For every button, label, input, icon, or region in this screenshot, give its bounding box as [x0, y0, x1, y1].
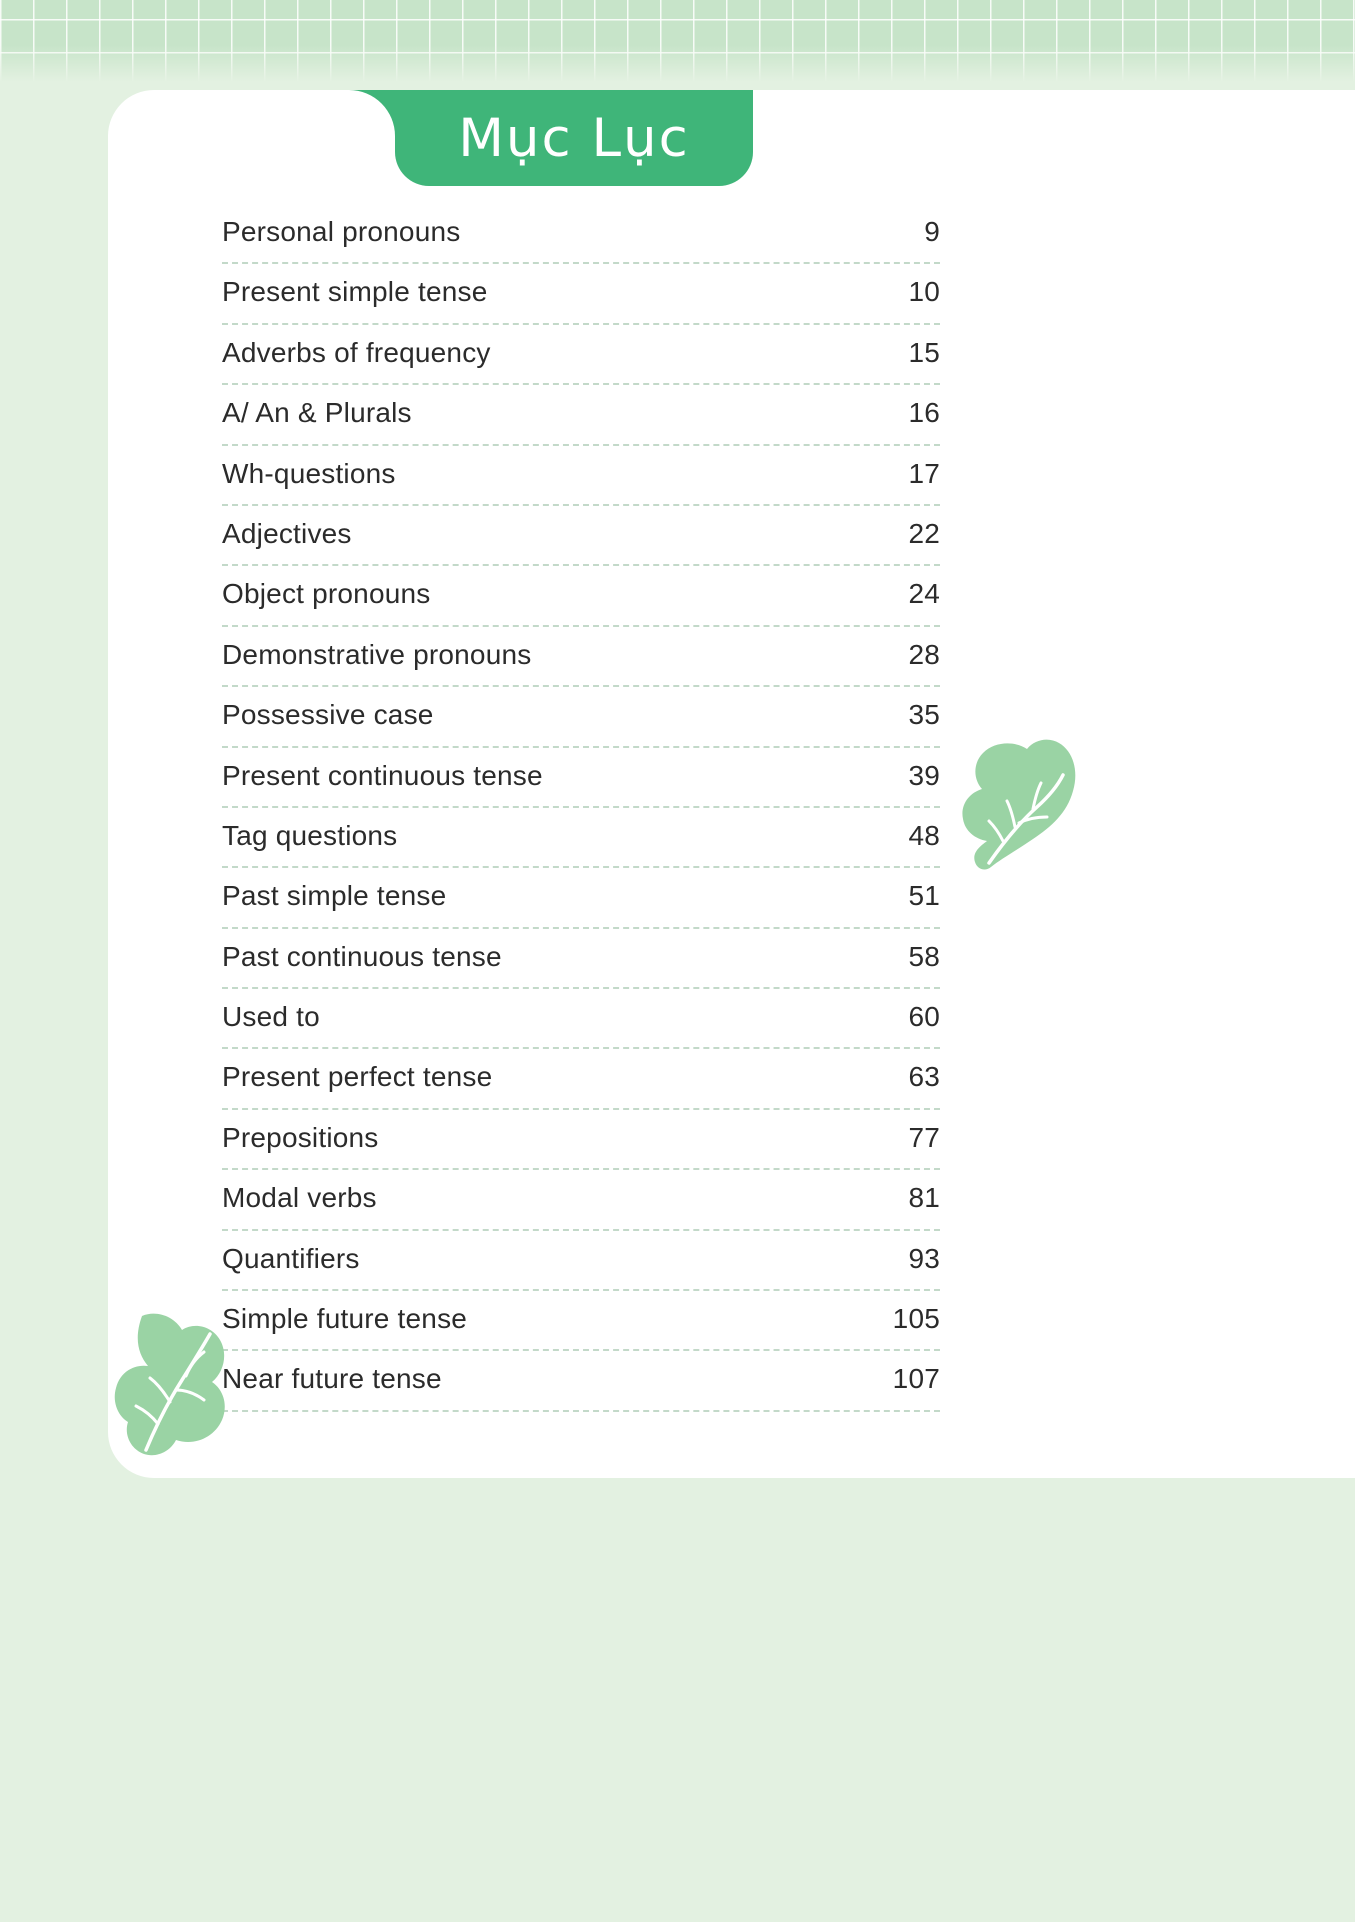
leaf-icon — [114, 1313, 225, 1456]
toc-row[interactable]: Simple future tense 105 — [222, 1291, 940, 1352]
toc-entry-label: Object pronouns — [222, 578, 431, 610]
toc-row[interactable]: Quantifiers 93 — [222, 1231, 940, 1292]
toc-entry-page-number: 105 — [892, 1303, 940, 1335]
toc-entry-label: Simple future tense — [222, 1303, 468, 1335]
grid-pattern-fade — [0, 0, 1355, 82]
toc-row[interactable]: Present continuous tense 39 — [222, 748, 940, 808]
toc-entry-page-number: 16 — [908, 397, 940, 429]
toc-row[interactable]: Adverbs of frequency 15 — [222, 325, 940, 386]
page-title: Mục Lục — [458, 107, 690, 169]
toc-entry-page-number: 28 — [908, 638, 940, 670]
toc-entry-label: Modal verbs — [222, 1182, 377, 1214]
toc-row[interactable]: Tag questions 48 — [222, 808, 940, 869]
toc-entry-page-number: 58 — [908, 940, 940, 972]
table-of-contents: Personal pronouns 9 Present simple tense 10… — [222, 204, 940, 1412]
toc-entry-label: Possessive case — [222, 699, 434, 731]
toc-entry-label: Near future tense — [222, 1363, 442, 1395]
toc-entry-label: Present continuous tense — [222, 759, 543, 791]
toc-row[interactable]: Object pronouns 24 — [222, 566, 940, 627]
toc-entry-page-number: 35 — [908, 699, 940, 731]
toc-entry-label: Prepositions — [222, 1121, 379, 1153]
toc-entry-page-number: 22 — [908, 517, 940, 549]
toc-entry-label: Adjectives — [222, 517, 352, 549]
toc-entry-label: Used to — [222, 1001, 320, 1033]
toc-entry-label: Past simple tense — [222, 880, 447, 912]
toc-entry-label: Present simple tense — [222, 276, 488, 308]
toc-row[interactable]: Past continuous tense 58 — [222, 929, 940, 990]
toc-row[interactable]: Personal pronouns 9 — [222, 204, 940, 265]
toc-row[interactable]: Demonstrative pronouns 28 — [222, 627, 940, 688]
toc-row[interactable]: Past simple tense 51 — [222, 868, 940, 929]
toc-row[interactable]: Used to 60 — [222, 989, 940, 1050]
toc-row[interactable]: Adjectives 22 — [222, 506, 940, 567]
toc-row[interactable]: Near future tense 107 — [222, 1351, 940, 1412]
toc-row[interactable]: A/ An & Plurals 16 — [222, 385, 940, 446]
toc-row[interactable]: Wh-questions 17 — [222, 446, 940, 506]
toc-entry-label: Demonstrative pronouns — [222, 638, 532, 670]
toc-entry-label: Quantifiers — [222, 1242, 360, 1274]
toc-entry-page-number: 60 — [908, 1001, 940, 1033]
toc-entry-page-number: 107 — [892, 1363, 940, 1395]
toc-row[interactable]: Prepositions 77 — [222, 1110, 940, 1171]
toc-entry-page-number: 81 — [908, 1182, 940, 1214]
toc-row[interactable]: Possessive case 35 — [222, 687, 940, 748]
toc-entry-label: Adverbs of frequency — [222, 336, 491, 368]
toc-entry-page-number: 24 — [908, 578, 940, 610]
toc-entry-page-number: 93 — [908, 1242, 940, 1274]
toc-entry-label: Wh-questions — [222, 457, 396, 489]
toc-entry-label: Personal pronouns — [222, 216, 461, 247]
toc-row[interactable]: Present simple tense 10 — [222, 264, 940, 325]
toc-entry-label: Present perfect tense — [222, 1061, 493, 1093]
toc-entry-page-number: 39 — [908, 759, 940, 791]
toc-entry-page-number: 9 — [924, 216, 940, 247]
toc-entry-label: Tag questions — [222, 819, 398, 851]
toc-row[interactable]: Modal verbs 81 — [222, 1170, 940, 1231]
toc-entry-page-number: 63 — [908, 1061, 940, 1093]
toc-entry-page-number: 15 — [908, 336, 940, 368]
leaf-icon — [962, 739, 1076, 870]
toc-entry-page-number: 17 — [908, 457, 940, 489]
toc-entry-page-number: 51 — [908, 880, 940, 912]
toc-entry-page-number: 77 — [908, 1121, 940, 1153]
title-banner — [349, 90, 753, 186]
content-card — [108, 90, 1355, 1478]
toc-entry-page-number: 10 — [908, 276, 940, 308]
toc-entry-label: A/ An & Plurals — [222, 397, 412, 429]
toc-entry-label: Past continuous tense — [222, 940, 502, 972]
toc-row[interactable]: Present perfect tense 63 — [222, 1049, 940, 1110]
toc-entry-page-number: 48 — [908, 819, 940, 851]
